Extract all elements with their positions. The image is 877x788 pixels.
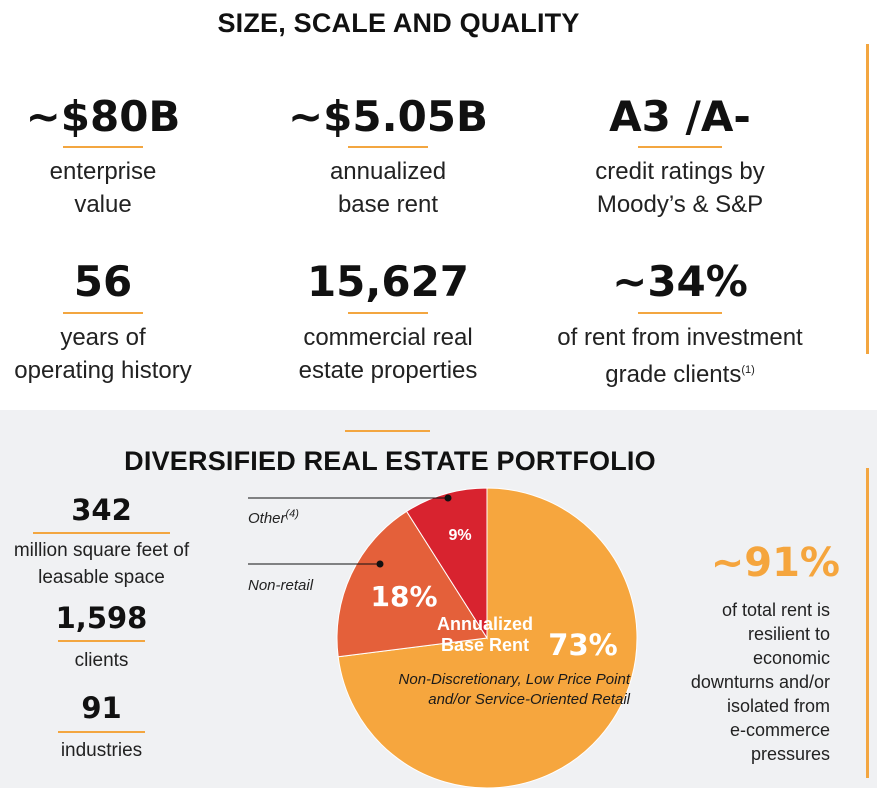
leader-dot-non-retail	[376, 560, 384, 568]
stat-label-line: operating history	[14, 357, 192, 384]
stat-underline	[58, 731, 145, 733]
pie-label-other: Other(4)	[248, 508, 299, 527]
description-line: e-commerce	[729, 720, 830, 740]
stat-underline	[58, 640, 145, 642]
stat-value-resilient-rent: ~91%	[710, 540, 840, 586]
stat-underline	[63, 312, 143, 314]
stat-label-line: enterprise	[49, 158, 157, 185]
stat-label-line: credit ratings by	[595, 158, 765, 185]
footnote-marker: (4)	[285, 508, 299, 520]
pie-center-label-line: Annualized	[436, 614, 533, 634]
accent-vertical-line-bottom	[866, 468, 869, 778]
pie-slice-other	[405, 487, 488, 640]
pie-label-other-text: Other	[248, 510, 286, 527]
pie-center-label-line: Base Rent	[440, 635, 530, 655]
stat-value-enterprise-value: ~$80B	[25, 92, 181, 141]
description-line: isolated from	[726, 696, 830, 716]
stat-label-line: estate properties	[298, 357, 478, 384]
pie-label-retail-line: and/or Service-Oriented Retail	[428, 691, 630, 708]
leader-dot-other	[444, 494, 452, 502]
stat-label-line: million square feet of	[13, 540, 190, 561]
stat-label-line: annualized	[329, 158, 447, 185]
section-title-portfolio: DIVERSIFIED REAL ESTATE PORTFOLIO	[124, 446, 656, 476]
description-line: downturns and/or	[690, 672, 830, 692]
accent-vertical-line-top	[866, 44, 869, 354]
stat-value-clients: 1,598	[55, 601, 148, 635]
stat-label-line: leasable space	[38, 567, 165, 588]
description-line: resilient to	[747, 624, 830, 644]
stat-label: million square feet of leasable space	[0, 537, 203, 591]
pie-label-non-retail: Non-retail	[248, 577, 314, 594]
stat-underline	[348, 146, 428, 148]
stat-value-square-feet: 342	[71, 493, 132, 527]
stat-value-industries: 91	[81, 691, 122, 725]
section-title-size-scale: SIZE, SCALE AND QUALITY	[217, 8, 580, 38]
pie-slice-non-retail	[336, 510, 488, 658]
pie-value-other: 9%	[448, 527, 472, 544]
stat-label-line: of rent from investment	[557, 324, 803, 351]
stat-value-properties: 15,627	[306, 257, 470, 306]
stat-label-line: years of	[60, 324, 146, 351]
stat-label-line: grade clients(1)	[530, 354, 830, 391]
stat-underline	[638, 146, 722, 148]
pie-label-retail: Non-Discretionary, Low Price Point and/o…	[340, 670, 630, 710]
stat-label: commercial real estate properties	[268, 321, 508, 387]
stat-value-credit-ratings: A3 /A-	[609, 92, 751, 141]
stat-value-investment-grade-rent: ~34%	[612, 257, 748, 306]
stat-label: annualized base rent	[268, 155, 508, 221]
stat-label: credit ratings by Moody’s & S&P	[560, 155, 800, 221]
stat-value-operating-years: 56	[73, 257, 133, 306]
pie-value-non-retail: 18%	[370, 580, 438, 613]
stat-underline	[348, 312, 428, 314]
resilient-rent-description: of total rent is resilient to economic d…	[640, 598, 830, 766]
stat-label: enterprise value	[3, 155, 203, 221]
stat-label-line: value	[74, 191, 132, 218]
stat-label: of rent from investment grade clients(1)	[530, 321, 830, 391]
stat-label-line: base rent	[337, 191, 439, 218]
description-line: of total rent is	[721, 600, 830, 620]
stat-label-clients: clients	[74, 650, 129, 671]
stat-underline	[63, 146, 143, 148]
description-line: pressures	[750, 744, 830, 764]
stat-value-annualized-base-rent: ~$5.05B	[287, 92, 489, 141]
stat-label-line: commercial real	[303, 324, 473, 351]
footnote-marker: (1)	[741, 364, 755, 376]
stat-label-industries: industries	[60, 740, 143, 761]
pie-label-retail-line: Non-Discretionary, Low Price Point	[398, 671, 630, 688]
stat-label-line: Moody’s & S&P	[596, 191, 764, 218]
pie-center-label: Annualized Base Rent	[420, 614, 550, 656]
stat-label-text: grade clients	[605, 361, 742, 388]
pie-value-retail: 73%	[548, 628, 618, 662]
stat-underline	[33, 532, 170, 534]
description-line: economic	[752, 648, 830, 668]
pie-slice-retail	[337, 487, 638, 788]
section-accent-line	[345, 430, 430, 432]
stat-label: years of operating history	[0, 321, 206, 387]
stat-underline	[638, 312, 722, 314]
